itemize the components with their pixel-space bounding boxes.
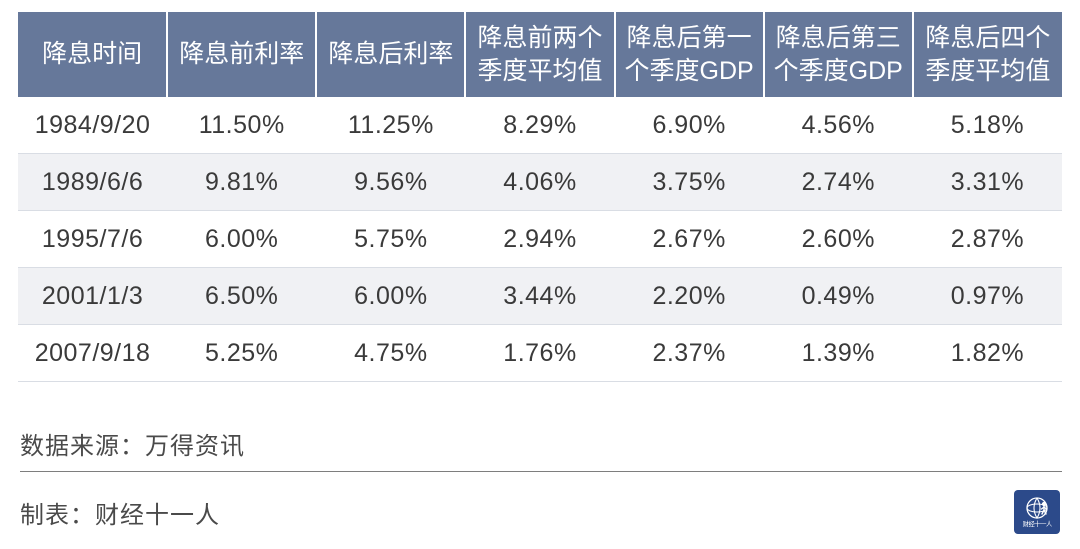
cell: 6.00%	[316, 268, 465, 325]
cell: 0.49%	[764, 268, 913, 325]
cell: 1.76%	[465, 325, 614, 382]
footer-row: 制表：财经十一人 财经十一人	[20, 490, 1062, 534]
logo-text: 财经十一人	[1022, 521, 1051, 527]
cell: 1984/9/20	[18, 97, 167, 154]
publisher-logo-icon: 财经十一人	[1014, 490, 1060, 534]
cell: 3.31%	[913, 154, 1062, 211]
cell: 2.87%	[913, 211, 1062, 268]
col-header: 降息前两个季度平均值	[465, 12, 614, 97]
cell: 2.20%	[615, 268, 764, 325]
footer-divider	[20, 471, 1062, 472]
cell: 2.94%	[465, 211, 614, 268]
cell: 3.44%	[465, 268, 614, 325]
col-header: 降息时间	[18, 12, 167, 97]
cell: 1.82%	[913, 325, 1062, 382]
cell: 6.50%	[167, 268, 316, 325]
footer: 数据来源：万得资讯 制表：财经十一人	[18, 426, 1062, 534]
col-header: 降息后四个季度平均值	[913, 12, 1062, 97]
table-row: 2007/9/18 5.25% 4.75% 1.76% 2.37% 1.39% …	[18, 325, 1062, 382]
cell: 1989/6/6	[18, 154, 167, 211]
cell: 2.74%	[764, 154, 913, 211]
cell: 4.06%	[465, 154, 614, 211]
cell: 2.67%	[615, 211, 764, 268]
cell: 5.75%	[316, 211, 465, 268]
table-header-row: 降息时间 降息前利率 降息后利率 降息前两个季度平均值 降息后第一个季度GDP …	[18, 12, 1062, 97]
cell: 1995/7/6	[18, 211, 167, 268]
cell: 2007/9/18	[18, 325, 167, 382]
cell: 3.75%	[615, 154, 764, 211]
cell: 8.29%	[465, 97, 614, 154]
rate-cut-table: 降息时间 降息前利率 降息后利率 降息前两个季度平均值 降息后第一个季度GDP …	[18, 12, 1062, 382]
cell: 9.81%	[167, 154, 316, 211]
table-row: 1984/9/20 11.50% 11.25% 8.29% 6.90% 4.56…	[18, 97, 1062, 154]
cell: 1.39%	[764, 325, 913, 382]
table-body: 1984/9/20 11.50% 11.25% 8.29% 6.90% 4.56…	[18, 97, 1062, 382]
col-header: 降息后利率	[316, 12, 465, 97]
cell: 5.25%	[167, 325, 316, 382]
col-header: 降息后第一个季度GDP	[615, 12, 764, 97]
cell: 6.90%	[615, 97, 764, 154]
table-row: 2001/1/3 6.50% 6.00% 3.44% 2.20% 0.49% 0…	[18, 268, 1062, 325]
cell: 0.97%	[913, 268, 1062, 325]
data-source-label: 数据来源：万得资讯	[20, 426, 1062, 461]
cell: 2.60%	[764, 211, 913, 268]
cell: 11.50%	[167, 97, 316, 154]
cell: 2001/1/3	[18, 268, 167, 325]
cell: 4.56%	[764, 97, 913, 154]
cell: 9.56%	[316, 154, 465, 211]
table-header: 降息时间 降息前利率 降息后利率 降息前两个季度平均值 降息后第一个季度GDP …	[18, 12, 1062, 97]
cell: 5.18%	[913, 97, 1062, 154]
table-row: 1995/7/6 6.00% 5.75% 2.94% 2.67% 2.60% 2…	[18, 211, 1062, 268]
cell: 6.00%	[167, 211, 316, 268]
made-by-label: 制表：财经十一人	[20, 495, 220, 530]
cell: 4.75%	[316, 325, 465, 382]
col-header: 降息后第三个季度GDP	[764, 12, 913, 97]
table-row: 1989/6/6 9.81% 9.56% 4.06% 3.75% 2.74% 3…	[18, 154, 1062, 211]
table-container: 降息时间 降息前利率 降息后利率 降息前两个季度平均值 降息后第一个季度GDP …	[0, 0, 1080, 534]
cell: 11.25%	[316, 97, 465, 154]
cell: 2.37%	[615, 325, 764, 382]
col-header: 降息前利率	[167, 12, 316, 97]
